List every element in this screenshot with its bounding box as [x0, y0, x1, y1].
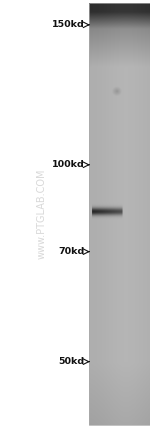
- Bar: [89, 3, 150, 425]
- Text: www.PTGLAB.COM: www.PTGLAB.COM: [37, 169, 47, 259]
- Text: 70kd: 70kd: [58, 247, 85, 256]
- Text: 100kd: 100kd: [52, 160, 85, 169]
- Text: 150kd: 150kd: [52, 20, 85, 30]
- Text: 50kd: 50kd: [59, 357, 85, 366]
